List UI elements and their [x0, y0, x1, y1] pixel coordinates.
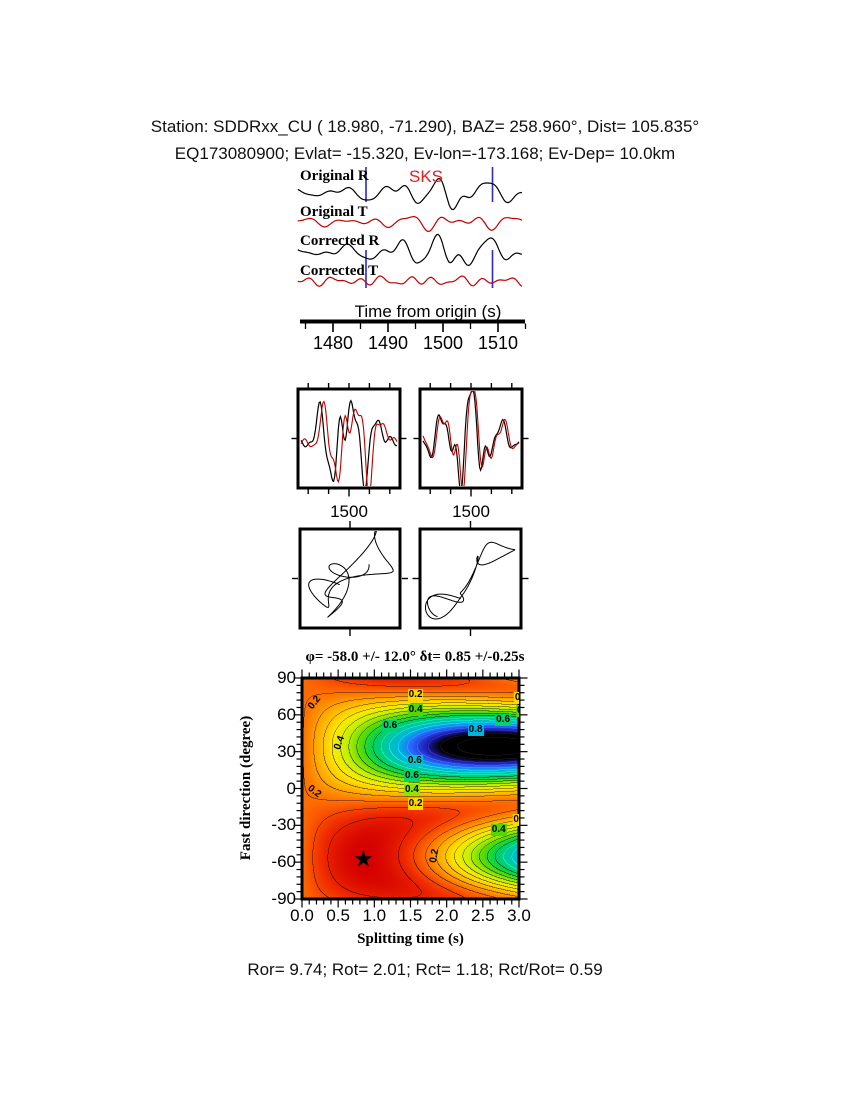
- contour-level-label: 0.: [512, 814, 519, 827]
- contour-level-label: 0.6: [382, 719, 399, 732]
- particle-box-ticks: [292, 521, 529, 636]
- compare-waveform: [300, 399, 397, 486]
- compare-box-2: [418, 387, 524, 490]
- time-axis-ticks: [304, 323, 527, 332]
- contour-level-label: 0.2: [306, 693, 324, 712]
- compare-tick-label-1: 1500: [330, 502, 368, 521]
- splitting-statistics-line: Ror= 9.74; Rot= 2.01; Rct= 1.18; Rct/Rot…: [247, 960, 603, 979]
- contour-level-label: 0.6: [495, 713, 512, 726]
- misfit-ytick-label: -30: [271, 815, 296, 835]
- contour-level-label: 0.6: [403, 770, 420, 783]
- trace-label-original-r: Original R: [300, 168, 369, 184]
- misfit-xtick-label: 1.0: [362, 906, 387, 925]
- contour-label-layer: 0.20.40.00.60.80.60.60.60.40.20.40.0.20.…: [302, 678, 519, 899]
- seismogram-trace: [297, 233, 523, 267]
- contour-level-label: 0.4: [407, 703, 424, 716]
- contour-level-label: 0.2: [305, 783, 323, 801]
- event-info-line: EQ173080900; Evlat= -15.320, Ev-lon=-173…: [174, 144, 676, 163]
- contour-level-label: 0.6: [406, 755, 423, 768]
- misfit-ytick-label: 0: [286, 778, 296, 798]
- waveform-compare-panel: 1500 1500: [291, 383, 529, 521]
- misfit-xtick-label: 2.5: [471, 906, 495, 925]
- contour-level-label: 0: [515, 705, 519, 718]
- misfit-ytick-label: 90: [277, 668, 296, 687]
- trace-label-corrected-t: Corrected T: [300, 263, 378, 279]
- seismogram-panel: Original R Original T Corrected R Correc…: [297, 167, 527, 353]
- time-tick-label: 1500: [423, 333, 463, 353]
- misfit-xaxis-title: Splitting time (s): [357, 931, 464, 947]
- particle-motion-panel: [292, 521, 529, 636]
- compare-box-ticks: [291, 383, 529, 497]
- misfit-ytick-label: 30: [277, 741, 296, 761]
- time-tick-label: 1490: [368, 333, 408, 353]
- contour-level-label: 0.2: [407, 798, 424, 811]
- best-solution-star: ★: [353, 845, 374, 872]
- trace-label-original-t: Original T: [300, 204, 368, 220]
- window-marker-lines: [365, 167, 494, 288]
- compare-waveform: [422, 391, 520, 486]
- misfit-xtick-label: 0.5: [326, 906, 350, 925]
- contour-level-label: 0.4: [331, 734, 347, 752]
- contour-level-label: 0.2: [407, 689, 424, 702]
- misfit-xtick-label: 3.0: [507, 906, 531, 925]
- misfit-xtick-label: 1.5: [398, 906, 423, 925]
- time-axis-title: Time from origin (s): [355, 302, 502, 321]
- station-info-line: Station: SDDRxx_CU ( 18.980, -71.290), B…: [150, 117, 700, 136]
- seismogram-trace: [297, 177, 522, 211]
- particle-box-corrected: [418, 527, 523, 630]
- misfit-ytick-label: -90: [271, 889, 296, 908]
- contour-level-label: 0.4: [403, 783, 420, 796]
- misfit-ytick-label: 60: [277, 704, 296, 724]
- contour-level-label: 0.8: [467, 723, 484, 736]
- seismogram-trace: [297, 215, 523, 233]
- corrected-particle-motion: [425, 541, 516, 620]
- time-tick-label: 1480: [313, 333, 353, 353]
- original-particle-motion: [308, 531, 394, 618]
- compare-waveform: [422, 391, 520, 486]
- seismogram-trace: [297, 275, 523, 287]
- time-axis-tick-labels: 1480 1490 1500 1510: [313, 333, 518, 353]
- compare-tick-label-2: 1500: [452, 502, 490, 521]
- misfit-xtick-label: 2.0: [434, 906, 459, 925]
- misfit-xtick-label: 0.0: [290, 906, 314, 925]
- phase-label-sks: SKS: [409, 167, 443, 186]
- contour-level-label: 0.2: [427, 848, 442, 864]
- particle-box-original: [298, 527, 402, 630]
- contour-level-label: 0.4: [490, 824, 507, 837]
- misfit-map-title: φ= -58.0 +/- 12.0° δt= 0.85 +/-0.25s: [305, 649, 525, 665]
- time-tick-label: 1510: [478, 333, 518, 353]
- compare-box-1: [296, 387, 402, 490]
- compare-waveform: [300, 400, 398, 486]
- trace-label-corrected-r: Corrected R: [300, 233, 379, 249]
- misfit-ytick-label: -60: [271, 852, 296, 872]
- contour-level-label: 0.: [513, 691, 519, 704]
